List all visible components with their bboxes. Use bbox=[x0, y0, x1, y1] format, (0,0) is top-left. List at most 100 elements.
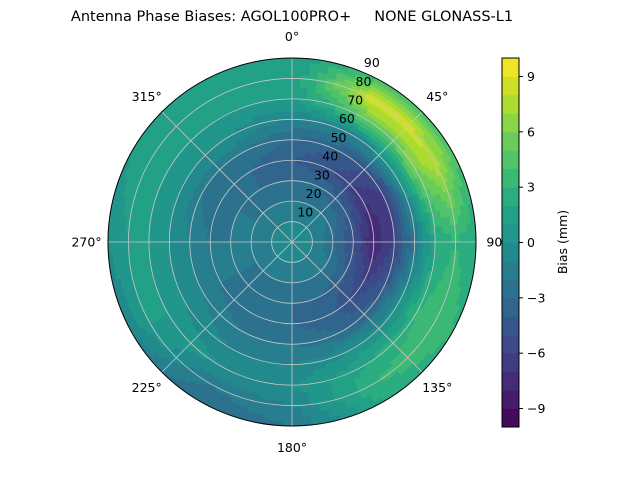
contour-cell bbox=[296, 143, 303, 149]
contour-cell bbox=[291, 98, 300, 104]
contour-cell bbox=[291, 376, 300, 382]
contour-cell bbox=[365, 237, 370, 243]
contour-cell bbox=[291, 78, 301, 84]
contour-cell bbox=[295, 310, 301, 316]
contour-cell bbox=[282, 409, 293, 415]
contour-cell bbox=[291, 82, 301, 88]
contour-cell bbox=[144, 241, 150, 251]
contour-cell bbox=[218, 241, 223, 247]
contour-cell bbox=[173, 235, 178, 243]
contour-cell bbox=[286, 335, 293, 341]
contour-cell bbox=[291, 388, 301, 394]
contour-cell bbox=[234, 241, 240, 246]
contour-cell bbox=[169, 241, 174, 249]
contour-cell bbox=[193, 236, 199, 243]
contour-cell bbox=[115, 232, 121, 243]
contour-cell bbox=[291, 339, 298, 345]
contour-cell bbox=[285, 351, 293, 357]
contour-cell bbox=[438, 233, 444, 243]
contour-cell bbox=[377, 232, 383, 238]
contour-cell bbox=[296, 147, 303, 153]
contour-cell bbox=[156, 234, 162, 243]
contour-cell bbox=[291, 405, 302, 410]
contour-cell bbox=[291, 69, 302, 75]
contour-cell bbox=[291, 311, 297, 316]
contour-cell bbox=[282, 327, 288, 333]
contour-cell bbox=[295, 306, 300, 312]
contour-cell bbox=[214, 237, 219, 243]
contour-cell bbox=[222, 245, 228, 250]
contour-cell bbox=[286, 339, 293, 345]
contour-cell bbox=[173, 241, 178, 249]
contour-cell bbox=[177, 241, 183, 249]
contour-cell bbox=[291, 417, 302, 423]
contour-cell bbox=[164, 235, 170, 243]
contour-cell bbox=[291, 127, 299, 133]
contour-cell bbox=[226, 241, 232, 246]
contour-cell bbox=[369, 237, 375, 243]
contour-cell bbox=[291, 151, 298, 157]
contour-cell bbox=[291, 90, 301, 96]
contour-cell bbox=[148, 241, 154, 250]
contour-cell bbox=[348, 235, 354, 240]
contour-cell bbox=[296, 327, 302, 333]
contour-cell bbox=[288, 307, 293, 312]
contour-cell bbox=[291, 106, 300, 112]
contour-cell bbox=[281, 331, 288, 337]
contour-cell bbox=[294, 298, 299, 304]
contour-cell bbox=[294, 302, 300, 308]
contour-cell bbox=[385, 231, 391, 238]
contour-cell bbox=[291, 172, 296, 177]
contour-cell bbox=[291, 86, 301, 92]
contour-cell bbox=[406, 241, 411, 249]
contour-cell bbox=[287, 311, 293, 316]
contour-cell bbox=[348, 238, 354, 243]
contour-cell bbox=[140, 233, 146, 243]
contour-cell bbox=[169, 235, 174, 243]
contour-cell bbox=[152, 241, 158, 250]
contour-cell bbox=[291, 360, 299, 365]
contour-cell bbox=[222, 238, 227, 243]
contour-cell bbox=[389, 236, 395, 243]
contour-cell bbox=[418, 234, 424, 243]
contour-cell bbox=[357, 238, 362, 243]
contour-cell bbox=[393, 236, 399, 243]
contour-cell bbox=[389, 241, 395, 248]
contour-cell bbox=[177, 235, 183, 243]
contour-cell bbox=[385, 241, 391, 248]
contour-cell bbox=[205, 241, 211, 247]
contour-cell bbox=[205, 237, 211, 243]
contour-cell bbox=[344, 238, 350, 243]
contour-cell bbox=[295, 314, 301, 320]
contour-cell bbox=[459, 241, 465, 252]
contour-cell bbox=[442, 233, 448, 243]
contour-cell bbox=[438, 241, 444, 251]
contour-cell bbox=[463, 241, 469, 252]
contour-cell bbox=[152, 234, 158, 243]
contour-cell bbox=[406, 235, 411, 243]
contour-cell bbox=[381, 241, 387, 248]
contour-cell bbox=[418, 241, 424, 250]
contour-cell bbox=[291, 327, 298, 333]
contour-cell bbox=[201, 246, 207, 252]
contour-cell bbox=[197, 246, 203, 253]
contour-cell bbox=[285, 360, 293, 365]
contour-cell bbox=[377, 241, 383, 248]
contour-cell bbox=[364, 233, 370, 239]
contour-cell bbox=[430, 241, 436, 250]
contour-cell bbox=[124, 241, 129, 252]
contour-cell bbox=[414, 241, 420, 249]
contour-cell bbox=[291, 331, 298, 337]
contour-cell bbox=[119, 241, 125, 252]
contour-cell bbox=[282, 417, 293, 423]
contour-cell bbox=[434, 233, 440, 243]
contour-cell bbox=[282, 413, 293, 419]
contour-cell bbox=[209, 237, 215, 243]
contour-cell bbox=[397, 241, 403, 249]
contour-cell bbox=[296, 331, 303, 337]
contour-cell bbox=[369, 241, 375, 247]
contour-cell bbox=[365, 241, 370, 247]
contour-cell bbox=[284, 376, 293, 382]
contour-cell bbox=[291, 147, 298, 153]
